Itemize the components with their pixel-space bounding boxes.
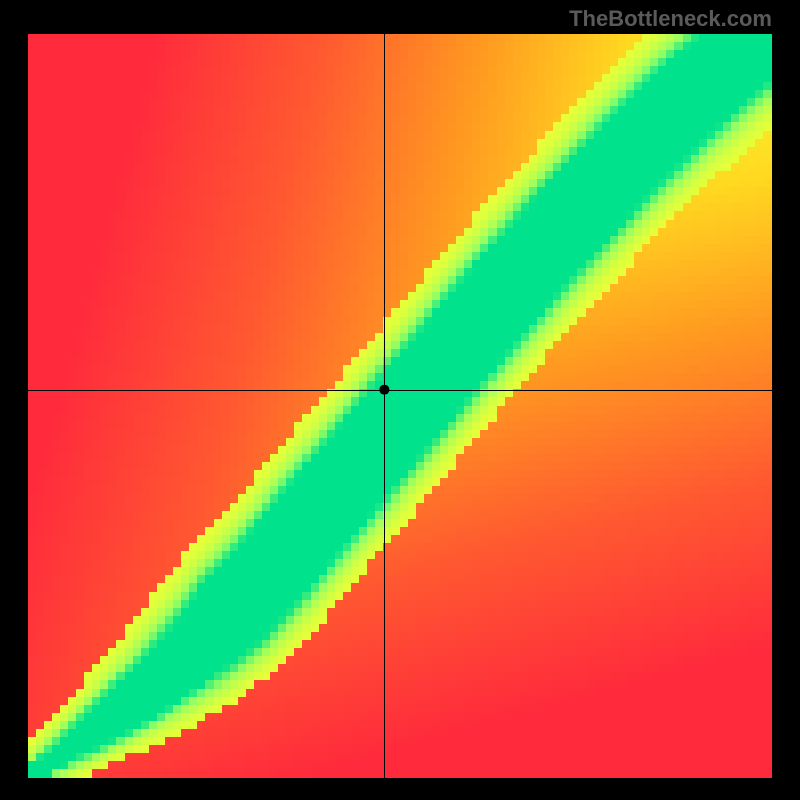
bottleneck-heatmap — [28, 34, 772, 778]
watermark-text: TheBottleneck.com — [569, 6, 772, 32]
heatmap-canvas — [28, 34, 772, 778]
